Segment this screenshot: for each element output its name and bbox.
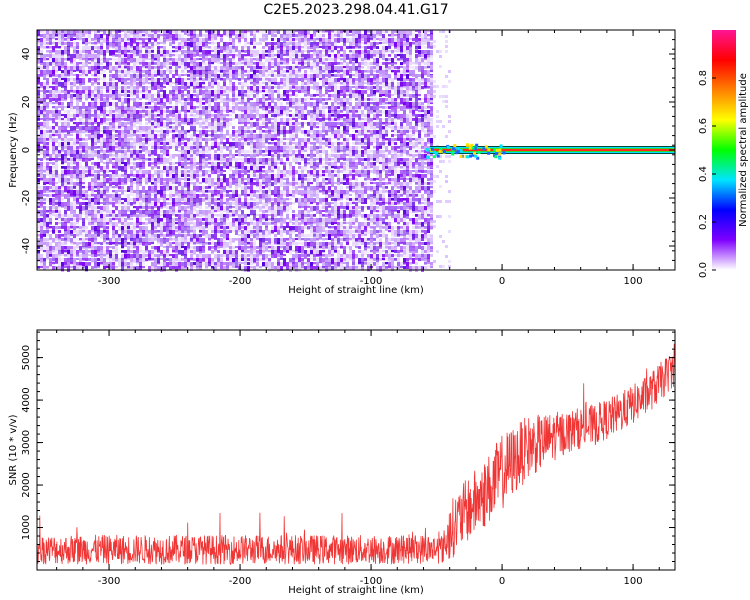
snr-x-tick-label: -300 xyxy=(98,576,121,587)
colorbar-tick-label: 0.6 xyxy=(698,118,709,134)
spectrogram-y-tick-label: 20 xyxy=(21,96,32,109)
spectrogram-frame xyxy=(36,29,676,271)
snr-y-axis-label: SNR (10 * v/v) xyxy=(8,414,19,485)
colorbar-tick-label: 0.0 xyxy=(698,262,709,278)
snr-x-axis-label: Height of straight line (km) xyxy=(288,585,424,596)
colorbar-ticks: 0.0 0.2 0.4 0.6 0.8 xyxy=(698,70,716,278)
spectrogram-x-tick-label: 100 xyxy=(624,276,643,287)
snr-panel: -300 -200 -100 0 100 1000 2000 3000 4000 5000 Hei… xyxy=(8,329,676,596)
colorbar-tick-label: 0.2 xyxy=(698,214,709,230)
spectrogram-x-tick-label: 0 xyxy=(499,276,505,287)
spectrogram-y-tick-label: 40 xyxy=(21,48,32,61)
spectrogram-y-axis-label: Frequency (Hz) xyxy=(8,112,19,188)
snr-x-tick-label: -200 xyxy=(229,576,252,587)
spectrogram-y-tick-label: 0 xyxy=(21,147,32,153)
snr-y-tick-label: 2000 xyxy=(21,472,32,497)
colorbar-gradient xyxy=(712,30,736,270)
colorbar-tick-label: 0.4 xyxy=(698,166,709,182)
snr-x-tick-label: 100 xyxy=(624,576,643,587)
spectrogram-y-tick-label: -40 xyxy=(21,238,32,254)
colorbar-label: Normalized spectral amplitude xyxy=(738,73,749,227)
spectrogram-x-axis-label: Height of straight line (km) xyxy=(288,285,424,296)
snr-series-line xyxy=(37,343,675,566)
snr-x-tick-label: -100 xyxy=(360,576,383,587)
spectrogram-y-tick-label: -20 xyxy=(21,190,32,206)
snr-y-tick-label: 1000 xyxy=(21,515,32,540)
colorbar: 0.0 0.2 0.4 0.6 0.8 Normalized spectral ampl… xyxy=(698,30,749,278)
colorbar-tick-label: 0.8 xyxy=(698,70,709,86)
snr-x-tick-label: 0 xyxy=(499,576,505,587)
snr-y-tick-label: 4000 xyxy=(21,387,32,412)
snr-y-tick-label: 5000 xyxy=(21,345,32,370)
spectrogram-x-tick-label: -300 xyxy=(98,276,121,287)
figure-title: C2E5.2023.298.04.41.G17 xyxy=(263,2,448,18)
spectrogram-x-tick-label: -200 xyxy=(229,276,252,287)
snr-frame xyxy=(36,329,676,571)
snr-plot-area xyxy=(37,330,675,570)
spectrogram-signal-line xyxy=(425,143,675,160)
snr-y-tick-label: 3000 xyxy=(21,430,32,455)
spectrogram-x-tick-label: -100 xyxy=(360,276,383,287)
